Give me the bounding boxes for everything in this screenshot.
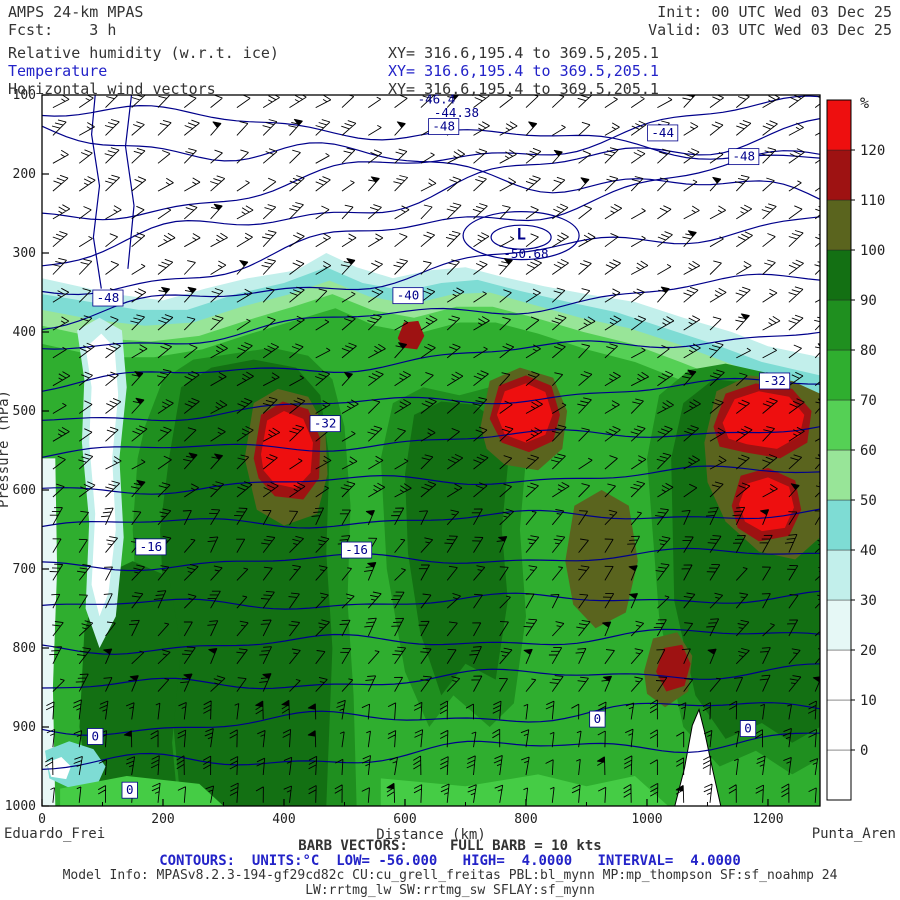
plot-border	[41, 94, 821, 807]
svg-text:-44.38: -44.38	[434, 105, 479, 120]
rh-filled-contours	[42, 253, 820, 806]
terrain-profile	[674, 708, 722, 806]
svg-text:30: 30	[860, 593, 877, 609]
svg-text:-40: -40	[397, 288, 420, 303]
svg-text:1200: 1200	[752, 812, 783, 827]
svg-text:500: 500	[13, 404, 36, 419]
svg-text:-16: -16	[345, 542, 368, 557]
field-temp-label: Temperature	[8, 62, 108, 80]
svg-text:-32: -32	[763, 373, 786, 388]
field-wind-xy: XY= 316.6,195.4 to 369.5,205.1	[388, 80, 659, 98]
wind-barbs	[45, 95, 820, 803]
svg-text:40: 40	[860, 543, 877, 559]
svg-text:-48: -48	[97, 290, 120, 305]
svg-text:-50.68: -50.68	[503, 246, 548, 261]
svg-text:600: 600	[393, 812, 416, 827]
svg-text:10: 10	[860, 693, 877, 709]
forecast-hour: Fcst: 3 h	[8, 21, 117, 39]
svg-text:400: 400	[13, 325, 36, 340]
contour-info: CONTOURS: UNITS:°C LOW= -56.000 HIGH= 4.…	[159, 853, 741, 869]
svg-text:50: 50	[860, 493, 877, 509]
svg-text:1000: 1000	[631, 812, 662, 827]
svg-text:100: 100	[13, 88, 36, 103]
svg-text:-32: -32	[314, 416, 337, 431]
svg-text:-48: -48	[732, 149, 755, 164]
svg-text:120: 120	[860, 143, 885, 159]
barb-legend: BARB VECTORS: FULL BARB = 10 kts	[298, 838, 602, 854]
right-endpoint-label: Punta_Aren	[811, 826, 896, 842]
svg-text:600: 600	[13, 483, 36, 498]
colorbar-unit: %	[860, 94, 869, 112]
svg-text:100: 100	[860, 243, 885, 259]
svg-text:700: 700	[13, 562, 36, 577]
model-info: Model Info: MPASv8.2.3-194-gf29cd82c CU:…	[62, 868, 838, 883]
svg-text:110: 110	[860, 193, 885, 209]
svg-text:0: 0	[594, 711, 602, 726]
svg-text:-16: -16	[140, 539, 163, 554]
field-wind-label: Horizontal wind vectors	[8, 80, 216, 98]
model-info-2: LW:rrtmg_lw SW:rrtmg_sw SFLAY:sf_mynn	[305, 883, 595, 898]
y-axis-label: Pressure (hPa)	[0, 390, 12, 509]
left-endpoint-label: Eduardo_Frei	[4, 826, 106, 842]
svg-text:0: 0	[38, 812, 46, 827]
valid-time: Valid: 03 UTC Wed 03 Dec 25	[648, 21, 892, 39]
svg-text:L: L	[516, 225, 526, 244]
model-title: AMPS 24-km MPAS	[8, 3, 144, 21]
svg-text:200: 200	[13, 167, 36, 182]
x-axis-label: Distance (km)	[376, 827, 486, 843]
svg-text:400: 400	[272, 812, 295, 827]
field-rh-xy: XY= 316.6,195.4 to 369.5,205.1	[388, 44, 659, 62]
svg-text:-46.4: -46.4	[418, 92, 456, 107]
svg-text:1000: 1000	[5, 799, 36, 814]
init-time: Init: 00 UTC Wed 03 Dec 25	[657, 3, 892, 21]
svg-text:900: 900	[13, 720, 36, 735]
svg-text:200: 200	[151, 812, 174, 827]
svg-text:70: 70	[860, 393, 877, 409]
svg-text:80: 80	[860, 343, 877, 359]
svg-text:90: 90	[860, 293, 877, 309]
field-temp-xy: XY= 316.6,195.4 to 369.5,205.1	[388, 62, 659, 80]
svg-text:800: 800	[13, 641, 36, 656]
svg-text:0: 0	[126, 782, 134, 797]
svg-text:300: 300	[13, 246, 36, 261]
svg-text:0: 0	[744, 721, 752, 736]
svg-text:20: 20	[860, 643, 877, 659]
contour-label-boxes: -48 -44 -48 -48 -40 -32 -32 -16 -16 0 0 0 0 -46.4-44.…	[87, 92, 791, 799]
svg-text:-48: -48	[432, 119, 455, 134]
field-rh-label: Relative humidity (w.r.t. ice)	[8, 44, 279, 62]
svg-text:800: 800	[514, 812, 537, 827]
axes: 0 200 400 600 800 1000 1200 100 200 300 400 500 600 7…	[5, 88, 821, 827]
svg-text:0: 0	[860, 743, 868, 759]
svg-text:-44: -44	[651, 125, 674, 140]
svg-text:0: 0	[91, 728, 99, 743]
svg-text:60: 60	[860, 443, 877, 459]
